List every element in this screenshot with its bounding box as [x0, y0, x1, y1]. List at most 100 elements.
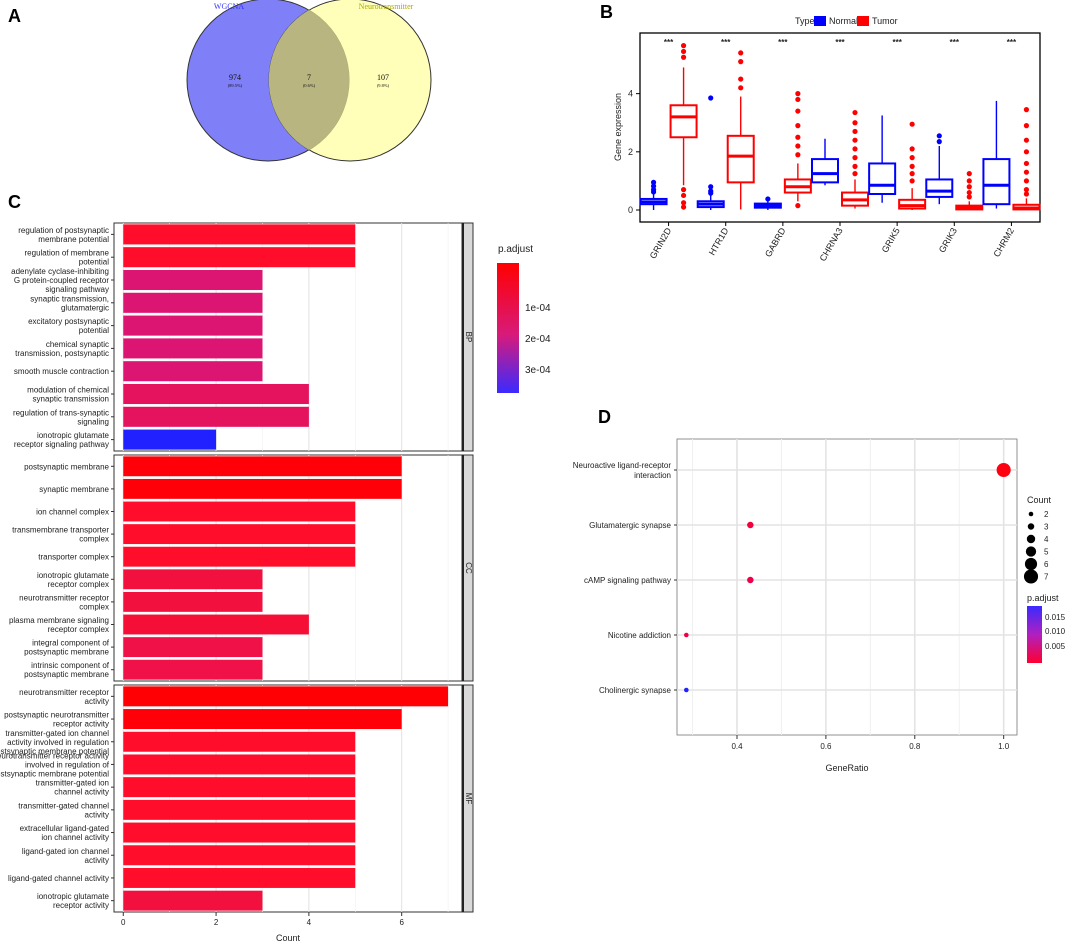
legend-swatch-tumor: [857, 16, 869, 26]
bar-category-label: ligand-gated ion channel: [22, 847, 109, 856]
bar: [123, 731, 356, 752]
bar-category-label: regulation of trans-synaptic: [13, 408, 109, 417]
boxplot-x-tick-label: GRIK3: [937, 226, 959, 254]
size-legend-label: 7: [1044, 573, 1049, 582]
bar: [123, 822, 356, 843]
size-legend-dot: [1024, 557, 1038, 571]
bar-x-axis-label: Count: [276, 933, 301, 943]
box-outlier: [966, 194, 972, 200]
panel-label-a: A: [8, 6, 21, 26]
box-body: [811, 158, 839, 184]
box-outlier: [795, 108, 801, 114]
bar-category-label: activity involved in regulation: [7, 738, 109, 747]
bar-category-label: postsynaptic membrane: [24, 462, 109, 471]
box-outlier: [852, 128, 858, 135]
boxplot-y-tick-label: 2: [628, 147, 633, 157]
box-body: [868, 162, 897, 195]
bar-category-label: of postsynaptic membrane potential: [0, 747, 109, 756]
boxplot-y-axis-label: Gene expression: [613, 93, 623, 161]
bar-category-label: ionotropic glutamate: [37, 892, 110, 901]
box-outlier: [1023, 137, 1030, 143]
padjust-colorbar-d: [1027, 606, 1042, 663]
dot-point: [684, 687, 689, 693]
dot-term-label: interaction: [634, 471, 671, 480]
box-tumor: [955, 171, 984, 211]
legend-swatch-normal: [814, 16, 826, 26]
box-tumor: [898, 121, 927, 210]
bar-category-label: synaptic transmission: [33, 395, 109, 404]
bar: [123, 890, 263, 911]
box-outlier: [680, 200, 687, 206]
bar-category-label: excitatory postsynaptic: [28, 317, 109, 326]
venn-count-neurotransmitter: 107: [377, 73, 389, 82]
bar-category-label: receptor complex: [48, 625, 109, 634]
boxplot-y-tick-label: 4: [628, 89, 633, 99]
significance-marker: ***: [835, 38, 845, 47]
panel-label-d: D: [598, 407, 611, 427]
bar-category-label: smooth muscle contraction: [14, 367, 109, 376]
bar-category-label: synaptic transmission,: [30, 294, 109, 303]
bar: [123, 269, 263, 291]
dot-point: [684, 632, 689, 638]
box-tumor: [726, 50, 755, 210]
bar-category-label: neurotransmitter receptor: [19, 688, 109, 697]
box-outlier: [708, 184, 714, 190]
bar-category-label: receptor activity: [53, 720, 109, 729]
box-outlier: [650, 183, 657, 189]
bar: [123, 315, 263, 336]
colorbar-tick-label: 2e-04: [525, 334, 551, 345]
size-legend-label: 6: [1044, 560, 1049, 569]
facet-strip-label: CC: [464, 562, 473, 574]
size-legend-dot: [1023, 569, 1039, 584]
dot-point: [747, 521, 754, 529]
bar-category-label: neurotransmitter receptor activity: [0, 751, 109, 760]
box-outlier: [936, 139, 942, 145]
box-normal: [696, 95, 725, 210]
bar-category-label: potential: [79, 258, 109, 267]
bar: [123, 338, 263, 359]
box-outlier: [966, 189, 972, 196]
kegg-dot-plot: 0.4 0.6 0.8 1.0 Neuroactive ligand-receptori…: [573, 438, 1065, 773]
box-outlier: [795, 203, 801, 209]
box-outlier: [650, 189, 657, 195]
box-tumor: [1012, 107, 1041, 211]
box-outlier: [852, 120, 858, 126]
dot-term-label: Glutamatergic synapse: [589, 521, 671, 530]
bar-category-label: glutamatergic: [61, 303, 109, 312]
legend-label-tumor: Tumor: [872, 16, 898, 26]
bar: [123, 614, 309, 635]
box-outlier: [680, 43, 687, 49]
boxplot-y-tick-label: 0: [628, 205, 633, 215]
box-outlier: [708, 95, 714, 101]
boxplot-x-tick-label: HTR1D: [707, 226, 731, 257]
size-legend-dot: [1026, 534, 1036, 544]
bar-category-label: complex: [79, 535, 109, 544]
box-outlier: [966, 171, 972, 177]
bar-category-label: receptor signaling pathway: [14, 440, 109, 449]
box-outlier: [738, 59, 744, 65]
venn-percent-wgcna: (89.5%): [228, 83, 243, 88]
dot-term-label: cAMP signaling pathway: [584, 576, 671, 585]
box-outlier: [1023, 169, 1030, 175]
bar: [123, 591, 263, 612]
box-body: [982, 158, 1011, 206]
bar-category-label: chemical synaptic: [46, 340, 109, 349]
venn-diagram: WGCNA Neurotransmitter 974 (89.5%) 7 (0.…: [186, 0, 432, 162]
dotplot-x-axis-label: GeneRatio: [825, 763, 868, 773]
bar: [123, 867, 356, 888]
bar-category-label: integral component of: [32, 639, 110, 648]
significance-marker: ***: [950, 38, 960, 47]
bar-category-label: postsynaptic membrane: [24, 670, 109, 679]
padjust-legend-title-d: p.adjust: [1027, 593, 1059, 603]
bar-category-label: signaling pathway: [45, 285, 109, 294]
box-normal: [753, 196, 782, 210]
bar-category-label: ion channel activity: [41, 833, 109, 842]
bar-category-label: postsynaptic membrane potential: [0, 769, 109, 778]
size-legend-dot: [1028, 511, 1034, 517]
bar: [123, 569, 263, 590]
venn-count-wgcna: 974: [229, 73, 241, 82]
box-outlier: [795, 143, 801, 149]
box-outlier: [795, 152, 801, 158]
colorbar-tick-label: 3e-04: [525, 365, 551, 376]
